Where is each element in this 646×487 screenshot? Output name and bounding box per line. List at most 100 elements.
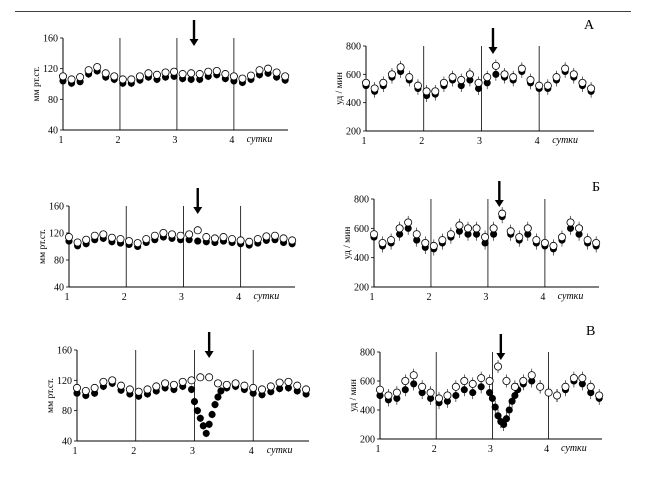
data-point-open [169,380,178,389]
x-tick-label: 2 [131,446,136,457]
y-tick-label: 200 [354,283,369,294]
data-point-open [404,218,413,227]
data-point-open [443,391,452,400]
data-point-open [587,84,596,93]
data-point-open [161,379,170,388]
series-open [73,373,311,396]
x-tick-label: 4 [544,444,549,455]
data-point-open [395,224,404,233]
x-tick-label: 2 [115,135,120,146]
data-point-open [446,230,455,239]
y-axis-label: мм рт.ст. [46,378,56,413]
data-point-open [526,76,535,85]
data-point-open [76,73,85,82]
panel-letter-b: Б [592,180,600,195]
data-point-open [202,233,211,242]
data-point-open [101,69,110,78]
data-point-open [245,237,254,246]
data-point-open [90,383,99,392]
data-point-open [396,63,405,72]
x-tick-label: 1 [73,446,78,457]
data-point-open [258,385,267,394]
data-point-open [523,224,532,233]
data-point-open [221,70,230,79]
data-point-open [369,230,378,239]
data-point-open [515,233,524,242]
data-point-open [302,385,311,394]
y-axis-label: уд / мин [349,379,359,412]
data-point-open [152,70,161,79]
x-axis-label: сутки [552,135,578,146]
data-point-open [143,385,152,394]
y-tick-label: 600 [354,224,369,235]
y-tick-label: 400 [360,406,375,417]
x-tick-label: 3 [190,446,195,457]
data-point-open [489,224,498,233]
data-point-filled [491,403,499,411]
data-point-open [110,72,119,81]
data-point-filled [505,406,513,414]
data-point-open [465,70,474,79]
data-point-open [472,224,481,233]
data-point-open [361,78,370,87]
data-point-open [401,376,410,385]
data-point-open [553,391,562,400]
data-point-open [293,381,302,390]
panel-letter-v: В [586,324,595,339]
y-tick-label: 800 [346,42,361,53]
data-point-open [586,382,595,391]
data-point-open [544,388,553,397]
data-point-open [238,74,247,83]
data-point-open [405,73,414,82]
data-point-open [73,238,82,247]
data-point-filled [494,412,502,420]
panel-2: 200 400 600 800 1 2 3 4 сутки уд / мин [335,28,596,147]
data-point-open [93,63,102,72]
data-point-open [73,383,82,392]
y-tick-label: 160 [43,34,58,45]
data-point-open [387,70,396,79]
data-point-open [117,381,126,390]
data-point-open [281,72,290,81]
data-point-filled [486,389,494,397]
data-point-open [228,235,237,244]
x-axis-label: сутки [247,134,273,145]
data-point-open [509,73,518,82]
data-point-open [468,379,477,388]
data-point-open [375,385,384,394]
x-axis-label: сутки [561,443,587,454]
data-point-open [421,238,430,247]
panel-letter-a: А [584,18,595,33]
data-point-open [566,218,575,227]
data-point-open [506,227,515,236]
data-point-open [502,376,511,385]
x-tick-label: 4 [249,446,254,457]
y-tick-label: 40 [54,283,64,294]
data-point-open [498,209,507,218]
data-point-open [561,64,570,73]
data-point-open [219,233,228,242]
data-point-open [532,236,541,245]
data-point-open [412,230,421,239]
data-point-open [134,387,143,396]
data-point-open [439,78,448,87]
x-tick-label: 3 [172,135,177,146]
y-tick-label: 120 [43,64,58,75]
data-point-open [81,386,90,395]
y-axis-label: мм рт.ст. [32,67,42,102]
y-tick-label: 120 [57,376,72,387]
data-point-open [540,238,549,247]
data-point-open [491,61,500,70]
data-point-open [455,221,464,230]
x-tick-label: 3 [477,136,482,147]
panels: 40 80 120 160 1 2 3 4 сутки мм рт.ст. 200 400 600 800… [32,20,604,457]
data-point-open [483,73,492,82]
x-tick-label: 2 [122,292,127,303]
x-tick-label: 3 [179,292,184,303]
x-tick-label: 2 [426,292,431,303]
data-point-open [99,230,108,239]
x-tick-label: 1 [370,292,375,303]
arrow-head [488,47,498,54]
data-point-open [418,382,427,391]
data-point-open [196,373,205,382]
